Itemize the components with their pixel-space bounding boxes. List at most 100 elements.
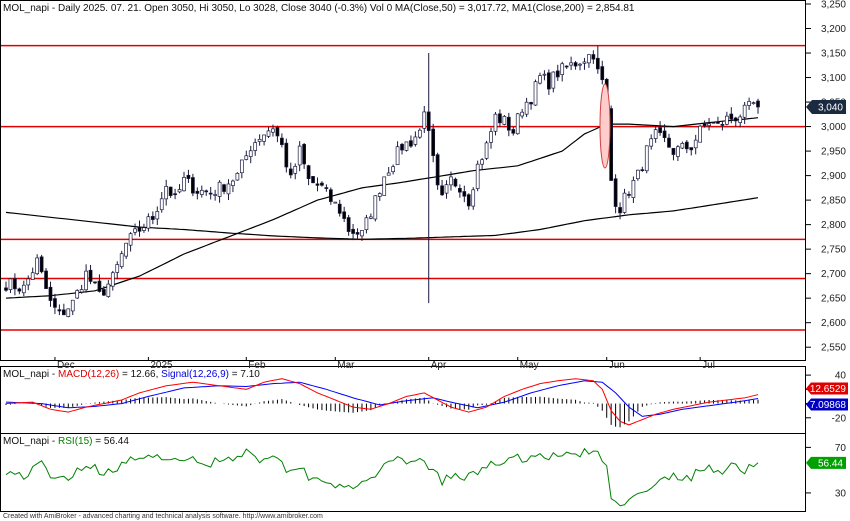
macd-y-tick-label: -20: [832, 413, 847, 424]
candle: [582, 57, 587, 70]
candle: [564, 65, 569, 69]
x-tick-label: May: [520, 360, 539, 371]
candle: [70, 299, 75, 316]
candle: [57, 304, 62, 316]
candle-body: [133, 228, 137, 233]
candle: [382, 176, 387, 196]
candle-body: [738, 116, 743, 123]
candle-body: [480, 159, 484, 165]
candle: [84, 264, 88, 293]
candle: [640, 166, 645, 172]
candle: [173, 188, 177, 200]
candle: [364, 214, 369, 234]
candle: [489, 127, 493, 149]
candle-body: [711, 121, 716, 124]
candle: [115, 261, 120, 280]
candle-body: [725, 115, 729, 125]
candle: [702, 120, 707, 128]
candle-body: [253, 142, 258, 151]
candle: [506, 112, 511, 137]
candle-body: [360, 230, 364, 237]
candle-body: [440, 185, 444, 196]
candle: [306, 164, 311, 186]
candle-body: [173, 193, 177, 196]
candle-body: [453, 178, 458, 187]
candle-body: [66, 308, 71, 317]
candle-body: [191, 177, 195, 194]
y-tick-label: 3,150: [821, 49, 846, 60]
price-axis: 2,550 2,600 2,650 2,700 2,750 2,800 2,850 2,900…: [806, 0, 846, 354]
candle-body: [449, 176, 453, 186]
candle-body: [97, 280, 102, 292]
candle: [293, 163, 298, 180]
candle: [191, 173, 195, 197]
candle: [542, 70, 547, 81]
candle-body: [235, 172, 240, 181]
candle-body: [582, 61, 587, 64]
x-tick-label: Apr: [431, 360, 447, 371]
candle-body: [320, 182, 324, 186]
candle-body: [293, 166, 298, 174]
candle-body: [622, 192, 627, 213]
candle: [444, 180, 449, 199]
last-price-label: 3,040: [818, 102, 843, 113]
candle: [280, 133, 284, 148]
macd-header: MOL_napi - MACD(12,26) = 12.66, Signal(1…: [3, 369, 260, 380]
candle: [182, 171, 186, 192]
candle: [644, 145, 649, 174]
candle-body: [79, 289, 84, 293]
candle: [707, 117, 711, 131]
candle: [417, 128, 422, 139]
y-tick-label: 2,800: [821, 220, 846, 231]
candle: [636, 169, 640, 181]
candle-body: [346, 217, 351, 232]
candle-body: [186, 174, 191, 179]
candle: [756, 98, 760, 114]
ma200-line: [5, 197, 759, 240]
candle: [351, 224, 355, 241]
candle: [555, 64, 560, 81]
candle-body: [422, 111, 427, 129]
y-tick-label: 3,200: [821, 24, 846, 35]
candle-body: [30, 272, 35, 280]
candle: [8, 277, 13, 294]
candle-body: [498, 113, 502, 124]
candle: [649, 134, 654, 150]
rsi-value-marker: [806, 456, 846, 469]
candle: [720, 121, 725, 131]
candle: [119, 250, 124, 269]
candle-body: [53, 298, 57, 308]
candle-body: [302, 143, 306, 165]
candle: [529, 101, 533, 110]
candle: [395, 141, 400, 166]
candle-body: [684, 141, 689, 150]
candle-body: [119, 253, 124, 267]
candle: [337, 199, 342, 217]
candle: [302, 143, 306, 169]
candle: [369, 213, 373, 220]
candle-body: [511, 129, 516, 134]
candle-body: [164, 186, 169, 200]
candle-body: [146, 216, 151, 229]
candle-body: [716, 121, 720, 124]
candle-body: [195, 190, 200, 194]
candle: [689, 147, 694, 156]
candle: [177, 184, 182, 194]
candle-body: [306, 165, 311, 180]
rsi-line: [5, 447, 759, 507]
price-panel: [0, 0, 806, 361]
candle-body: [555, 70, 560, 78]
candle: [284, 138, 289, 173]
x-tick-label: Jul: [702, 360, 715, 371]
candle-body: [471, 189, 476, 207]
candle-body: [177, 189, 182, 193]
candle-body: [244, 155, 249, 160]
macd-value-marker: [806, 398, 848, 411]
candle: [386, 167, 391, 176]
macd-line: [5, 378, 759, 426]
candle-body: [600, 66, 605, 81]
candle: [613, 174, 618, 214]
candle: [573, 60, 578, 70]
